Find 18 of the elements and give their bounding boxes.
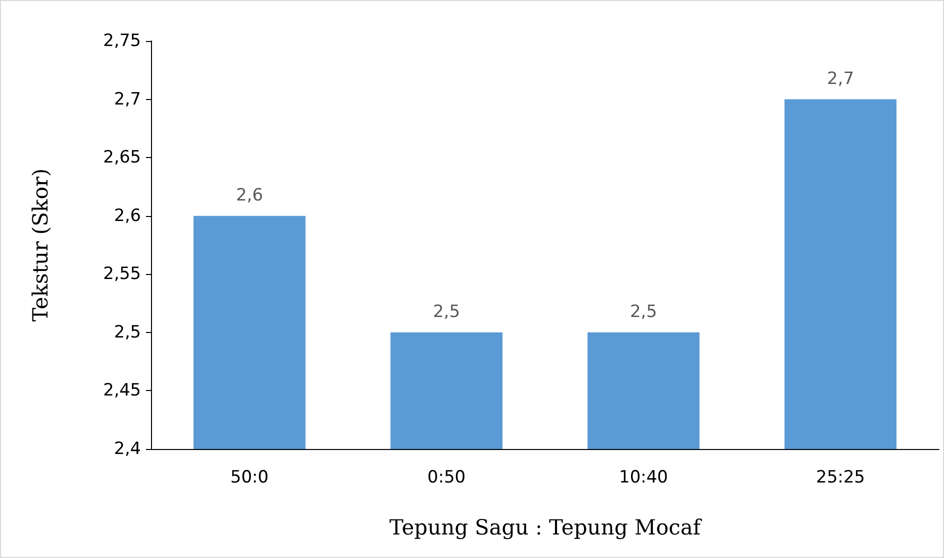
x-tick-label: 10:40	[619, 468, 668, 488]
x-axis-title: Tepung Sagu : Tepung Mocaf	[389, 516, 703, 540]
y-tick-label: 2,5	[114, 322, 141, 342]
y-axis-title: Tekstur (Skor)	[28, 168, 52, 322]
data-label: 2,5	[432, 302, 460, 322]
y-tick-label: 2,4	[114, 439, 141, 459]
y-tick-label: 2,65	[103, 148, 141, 168]
data-label: 2,5	[630, 302, 658, 322]
y-tick-label: 2,6	[114, 206, 141, 226]
x-tick-label: 0:50	[427, 468, 466, 488]
x-tick-label: 25:25	[816, 468, 865, 488]
x-tick-label: 50:0	[230, 468, 269, 488]
y-tick-label: 2,55	[103, 264, 141, 284]
y-tick-label: 2,75	[103, 31, 141, 51]
y-tick-label: 2,7	[114, 89, 141, 110]
y-tick-label: 2,45	[103, 380, 141, 401]
data-label: 2,6	[236, 185, 264, 206]
data-label: 2,7	[826, 68, 854, 89]
